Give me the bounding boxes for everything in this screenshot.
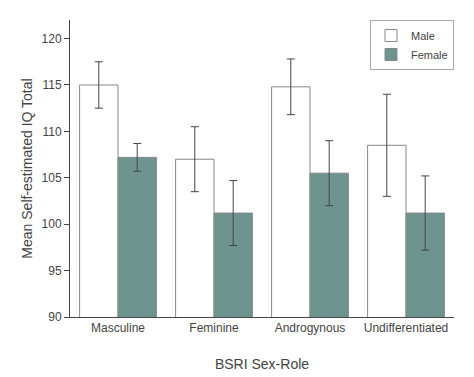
svg-text:Masculine: Masculine [91, 321, 145, 335]
svg-text:BSRI Sex-Role: BSRI Sex-Role [215, 356, 309, 372]
svg-text:Androgynous: Androgynous [275, 321, 346, 335]
svg-text:115: 115 [42, 78, 61, 92]
svg-text:Feminine: Feminine [189, 321, 239, 335]
svg-text:90: 90 [48, 310, 62, 324]
svg-text:Female: Female [411, 49, 448, 61]
svg-text:105: 105 [42, 171, 62, 185]
svg-text:110: 110 [42, 125, 61, 139]
svg-text:120: 120 [42, 32, 62, 46]
svg-text:100: 100 [42, 217, 62, 231]
svg-text:Undifferentiated: Undifferentiated [364, 321, 449, 335]
svg-text:Mean Self-estimated IQ Total: Mean Self-estimated IQ Total [19, 78, 35, 258]
svg-text:95: 95 [48, 264, 62, 278]
svg-text:Male: Male [411, 30, 435, 42]
